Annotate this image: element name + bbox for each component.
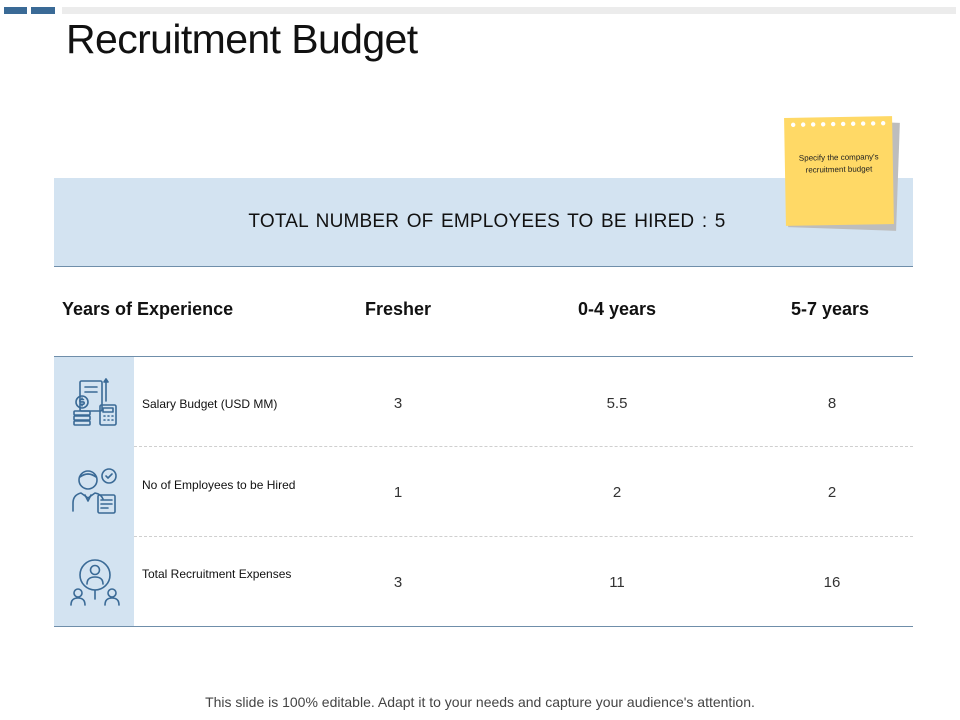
page-title: Recruitment Budget: [66, 16, 418, 62]
cell-salary-5-7-years: 8: [827, 395, 837, 412]
row-label-salary-budget: Salary Budget (USD MM): [142, 397, 278, 411]
cell-hires-fresher: 1: [393, 484, 403, 501]
top-accent-bar-2: [31, 7, 55, 14]
recruitment-search-icon: [70, 559, 120, 606]
cell-hires-5-7-years: 2: [827, 484, 837, 501]
cell-hires-0-4-years: 2: [612, 484, 622, 501]
cell-expenses-0-4-years: 11: [609, 574, 625, 591]
total-hires-text: TOTAL NUMBER OF EMPLOYEES TO BE HIRED : …: [248, 211, 726, 232]
sticky-note-text: Specify the company's recruitment budget: [798, 152, 879, 175]
column-header-0-4-years: 0-4 years: [577, 299, 657, 319]
row-divider: [134, 446, 913, 447]
row-label-recruitment-expenses: Total Recruitment Expenses: [142, 567, 292, 581]
footer-note: This slide is 100% editable. Adapt it to…: [205, 694, 755, 710]
table-bottom-border: [54, 626, 913, 627]
column-header-5-7-years: 5-7 years: [790, 299, 870, 319]
cell-salary-0-4-years: 5.5: [606, 395, 628, 412]
cell-salary-fresher: 3: [393, 395, 403, 412]
sticky-note[interactable]: Specify the company's recruitment budget: [784, 116, 894, 226]
icon-column-background: [54, 357, 134, 626]
column-header-fresher: Fresher: [364, 299, 432, 319]
top-accent-bar-1: [4, 7, 27, 14]
column-header-experience: Years of Experience: [62, 299, 234, 319]
cell-expenses-fresher: 3: [393, 574, 403, 591]
sticky-note-holes: [790, 121, 886, 127]
employee-hire-icon: [72, 468, 117, 514]
table-top-border: [54, 356, 913, 357]
total-hires-banner: TOTAL NUMBER OF EMPLOYEES TO BE HIRED : …: [54, 178, 913, 267]
salary-budget-icon: [73, 378, 117, 426]
top-divider-line: [62, 7, 956, 14]
cell-expenses-5-7-years: 16: [823, 574, 841, 591]
row-label-employees-hired: No of Employees to be Hired: [142, 478, 296, 492]
row-divider: [134, 536, 913, 537]
